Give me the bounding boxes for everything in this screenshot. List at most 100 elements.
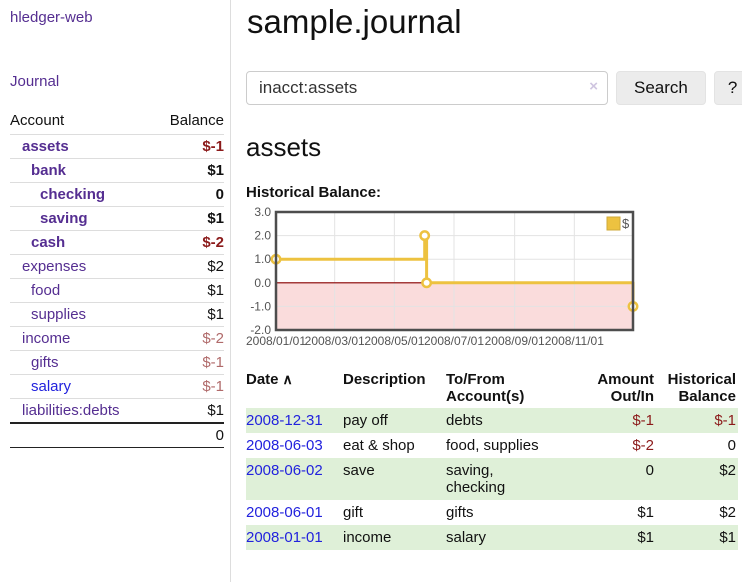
chart-x-tick-label: 2008/09/01 <box>485 334 545 348</box>
register-date-cell[interactable]: 2008-06-03 <box>246 433 343 458</box>
column-header-accounts: To/From Account(s) <box>446 371 525 405</box>
register-amount-cell: $1 <box>637 504 654 521</box>
chart-data-point <box>419 230 431 242</box>
chart-y-tick-label: 2.0 <box>254 229 271 243</box>
transaction-date-link[interactable]: 2008-12-31 <box>246 412 323 429</box>
register-description-cell: income <box>343 529 392 546</box>
register-row: 2008-12-31 pay off debts $-1 $-1 <box>246 408 738 433</box>
chart-data-point <box>421 277 433 289</box>
register-description-cell: save <box>343 462 375 479</box>
sidebar-account-link[interactable]: saving <box>40 210 88 227</box>
chart-y-tick-label: 0.0 <box>254 276 271 290</box>
register-body: 2008-12-31 pay off debts $-1 $-1 2008-06-03 ea… <box>246 408 738 550</box>
register-accounts-cell: saving, checking <box>446 462 506 496</box>
sidebar-account-balance: $2 <box>153 254 224 279</box>
register-accounts-cell: gifts <box>446 504 474 521</box>
date-column-label: Date <box>246 371 279 388</box>
transaction-date-link[interactable]: 2008-06-02 <box>246 462 323 479</box>
register-description-cell: eat & shop <box>343 437 415 454</box>
page-title: sample.journal <box>247 3 462 40</box>
transaction-date-link[interactable]: 2008-06-03 <box>246 437 323 454</box>
sidebar-account-link[interactable]: salary <box>31 378 72 395</box>
chart-legend-swatch <box>606 216 621 231</box>
sidebar-account-balance: $1 <box>153 158 224 183</box>
sidebar-col-balance: Balance <box>153 109 224 135</box>
sidebar-account-balance: $-2 <box>153 230 224 255</box>
register-row: 2008-06-01 gift gifts $1 $2 <box>246 500 738 525</box>
sidebar-account-balance: $-1 <box>153 134 224 159</box>
register-date-cell[interactable]: 2008-06-01 <box>246 500 343 525</box>
sidebar-accounts-table: Account Balance assets $-1 bank $1 checking 0… <box>10 109 224 448</box>
transaction-date-link[interactable]: 2008-06-01 <box>246 504 323 521</box>
sidebar-account-link[interactable]: supplies <box>31 306 87 323</box>
chart-x-tick-label: 2008/05/01 <box>364 334 424 348</box>
register-accounts-cell: food, supplies <box>446 437 539 454</box>
search-button[interactable]: Search <box>616 71 706 105</box>
sidebar-account-row: food $1 <box>10 278 224 303</box>
clear-search-icon[interactable]: × <box>589 78 598 95</box>
sidebar-col-account: Account <box>10 109 154 135</box>
search-input[interactable] <box>246 71 608 105</box>
chart-y-tick-label: 1.0 <box>254 252 271 266</box>
column-header-balance: Historical Balance <box>667 371 736 405</box>
search-form: × Search ? <box>246 71 742 105</box>
sidebar-account-row: salary $-1 <box>10 374 224 399</box>
sidebar-account-link[interactable]: gifts <box>31 354 59 371</box>
sidebar-total-row: 0 <box>10 422 224 448</box>
register-accounts-cell: salary <box>446 529 487 546</box>
chart-x-tick-label: 2008/03/01 <box>305 334 365 348</box>
sidebar-account-link[interactable]: assets <box>22 138 69 155</box>
sort-ascending-icon: ∧ <box>282 371 293 387</box>
sidebar-account-link[interactable]: cash <box>31 234 66 251</box>
sidebar-account-link[interactable]: income <box>22 330 71 347</box>
chart-title-label: Historical Balance: <box>246 184 382 201</box>
chart-x-tick-label: 2008/07/01 <box>424 334 484 348</box>
register-row: 2008-06-02 save saving, checking 0 $2 <box>246 458 738 500</box>
column-header-date[interactable]: Date ∧ <box>246 368 343 408</box>
register-date-cell[interactable]: 2008-01-01 <box>246 525 343 550</box>
register-table: Date ∧ Description To/From Account(s) Amo… <box>246 368 738 550</box>
sidebar-account-link[interactable]: bank <box>31 162 67 179</box>
sidebar-account-row: cash $-2 <box>10 230 224 255</box>
app-brand-link[interactable]: hledger-web <box>10 9 93 26</box>
chart-y-tick-label: -1.0 <box>250 299 271 313</box>
register-amount-cell: $-2 <box>632 437 654 454</box>
sidebar-item-journal[interactable]: Journal <box>10 73 60 90</box>
chart-legend-label: $ <box>622 216 630 231</box>
sidebar-account-link[interactable]: expenses <box>22 258 87 275</box>
sidebar-account-row: assets $-1 <box>10 134 224 159</box>
chart-x-tick-label: 2008/01/01 <box>246 334 306 348</box>
account-heading: assets <box>246 132 322 162</box>
register-balance-cell: 0 <box>727 437 736 454</box>
sidebar-accounts-body: assets $-1 bank $1 checking 0 saving $1 cash $-2 e… <box>10 134 224 424</box>
sidebar-account-balance: $1 <box>153 206 224 231</box>
column-header-description: Description <box>343 371 426 388</box>
sidebar-account-balance: $1 <box>153 398 224 424</box>
register-amount-cell: $-1 <box>632 412 654 429</box>
sidebar-account-balance: $1 <box>153 278 224 303</box>
help-button[interactable]: ? <box>713 71 742 105</box>
sidebar-account-link[interactable]: checking <box>40 186 106 203</box>
register-balance-cell: $2 <box>719 504 736 521</box>
column-header-amount: Amount Out/In <box>597 371 654 405</box>
sidebar-account-balance: $-2 <box>153 326 224 351</box>
sidebar-account-balance: 0 <box>153 182 224 207</box>
transaction-date-link[interactable]: 2008-01-01 <box>246 529 323 546</box>
main-content: sample.journal × Search ? assets Histori… <box>246 0 742 550</box>
register-balance-cell: $2 <box>719 462 736 479</box>
register-amount-cell: 0 <box>645 462 654 479</box>
sidebar-account-row: checking 0 <box>10 182 224 207</box>
chart-x-tick-label: 2008/11/01 <box>545 334 604 348</box>
chart-y-tick-label: 3.0 <box>254 205 271 219</box>
register-date-cell[interactable]: 2008-12-31 <box>246 408 343 433</box>
sidebar-account-balance: $1 <box>153 302 224 327</box>
sidebar-account-link[interactable]: liabilities:debts <box>22 402 120 419</box>
register-balance-cell: $1 <box>719 529 736 546</box>
historical-balance-chart: $3.0 2.0 1.0 0.0 -1.0 -2.0 2008/01/01 2008/03/0… <box>246 205 738 350</box>
sidebar-account-row: bank $1 <box>10 158 224 183</box>
register-description-cell: pay off <box>343 412 388 429</box>
register-description-cell: gift <box>343 504 364 521</box>
register-date-cell[interactable]: 2008-06-02 <box>246 458 343 500</box>
sidebar-account-link[interactable]: food <box>31 282 61 299</box>
sidebar-account-row: saving $1 <box>10 206 224 231</box>
